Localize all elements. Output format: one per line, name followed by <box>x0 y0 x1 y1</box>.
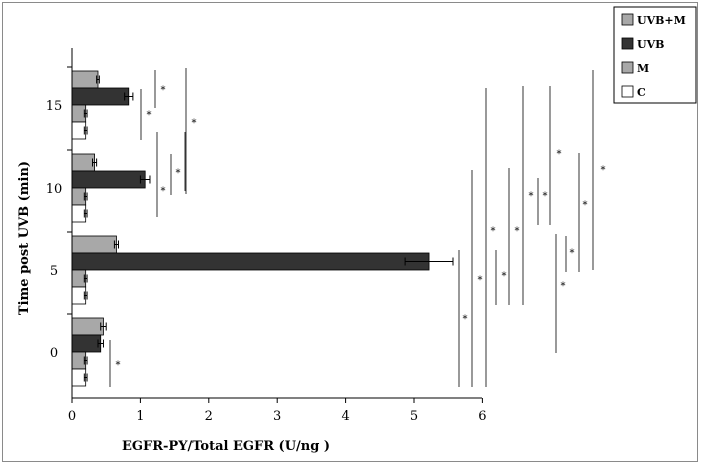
legend: UVB+M UVB MC <box>613 6 697 104</box>
bar-m-0 <box>71 351 87 370</box>
legend-label: M <box>637 62 649 75</box>
y-tick-label: 10 <box>46 182 63 197</box>
y-tick-label: 0 <box>50 346 58 361</box>
axes-layer <box>71 48 482 399</box>
bar-c-0 <box>71 368 87 387</box>
significance-star: * <box>601 165 606 176</box>
bar-uvb-15 <box>71 87 130 106</box>
significance-star: * <box>116 360 121 371</box>
x-tick-label: 3 <box>273 409 281 424</box>
bar-uvb-0 <box>71 334 102 353</box>
x-tick-label: 2 <box>205 409 213 424</box>
significance-star: * <box>543 191 548 202</box>
significance-star: * <box>561 281 566 292</box>
significance-star: * <box>583 200 588 211</box>
error-bars-layer <box>83 75 454 382</box>
x-tick-label: 1 <box>136 409 144 424</box>
y-tick-label: 5 <box>50 264 58 279</box>
significance-star: * <box>192 118 197 129</box>
x-ticks: 0 1 2 3 4 5 6 <box>68 398 487 424</box>
significance-star: * <box>463 314 468 325</box>
bar-uvb-m-10 <box>71 153 95 172</box>
significance-star: * <box>161 85 166 96</box>
significance-layer: * * * * * * * * * * * * * * * * * * <box>109 68 606 387</box>
bar-m-15 <box>71 104 87 123</box>
y-ticks: 0 5 10 15 <box>46 66 72 361</box>
bar-uvb-m-5 <box>71 235 117 254</box>
bar-uvb-m-0 <box>71 317 104 336</box>
bar-uvb-m-15 <box>71 70 99 89</box>
bar-c-15 <box>71 121 87 140</box>
significance-star: * <box>570 248 575 259</box>
legend-label: C <box>637 86 646 99</box>
x-tick-label: 6 <box>478 409 486 424</box>
bar-uvb-10 <box>71 170 146 189</box>
x-axis-label: EGFR-PY/Total EGFR (U/ng ) <box>122 439 330 454</box>
x-tick-label: 5 <box>410 409 418 424</box>
legend-swatch <box>621 85 634 98</box>
significance-star: * <box>161 186 166 197</box>
bars-layer <box>71 70 430 387</box>
legend-label: UVB+M <box>637 14 686 27</box>
y-axis-label: Time post UVB (min) <box>17 161 32 315</box>
bar-m-5 <box>71 269 87 288</box>
significance-star: * <box>529 191 534 202</box>
significance-star: * <box>502 271 507 282</box>
bar-c-10 <box>71 204 87 223</box>
significance-star: * <box>147 110 152 121</box>
legend-swatch <box>621 61 634 74</box>
significance-star: * <box>176 168 181 179</box>
legend-label: UVB <box>637 38 664 51</box>
x-tick-label: 0 <box>68 409 76 424</box>
y-tick-label: 15 <box>46 99 63 114</box>
bar-m-10 <box>71 187 87 206</box>
significance-star: * <box>478 275 483 286</box>
bar-uvb-5 <box>71 252 430 271</box>
chart-frame <box>2 2 698 462</box>
significance-star: * <box>557 149 562 160</box>
x-tick-label: 4 <box>341 409 349 424</box>
significance-star: * <box>491 226 496 237</box>
significance-star: * <box>515 226 520 237</box>
legend-swatch <box>621 37 634 50</box>
legend-swatch <box>621 13 634 26</box>
bar-c-5 <box>71 286 87 305</box>
